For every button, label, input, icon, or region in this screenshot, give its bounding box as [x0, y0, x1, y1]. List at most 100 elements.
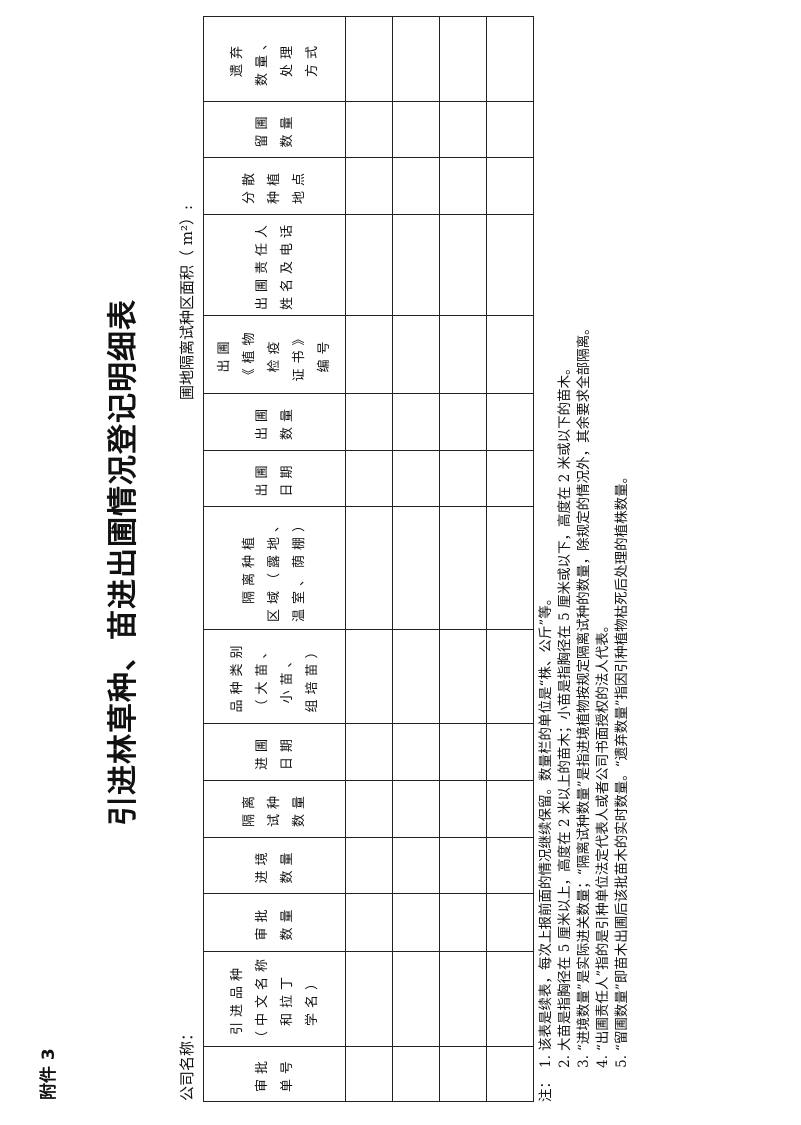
note-number: 4. — [595, 1055, 611, 1068]
table-cell[interactable] — [392, 450, 440, 507]
column-header-line: 区域（露地、 — [267, 514, 282, 623]
column-header-line: 进圃 — [254, 734, 270, 771]
table-cell[interactable] — [345, 1046, 393, 1102]
table-cell[interactable] — [392, 951, 440, 1047]
column-header-line: 隔离种植 — [242, 532, 257, 605]
registration-table: 审批 单号 引进品种 （中文名称 和拉丁 学名） 审批 数量 进境 数量 隔离 试种 数量 进圃 日期 品种类… — [203, 16, 534, 1102]
column-header-line: 数量 — [279, 847, 295, 884]
column-header: 品种类别 （大苗、 小苗、 组培苗） — [203, 629, 346, 724]
table-cell[interactable] — [439, 629, 487, 724]
table-cell[interactable] — [345, 506, 393, 630]
table-cell[interactable] — [486, 393, 534, 451]
table-cell[interactable] — [439, 315, 487, 394]
table-cell[interactable] — [439, 723, 487, 781]
table-cell[interactable] — [392, 506, 440, 630]
column-header-line: （中文名称 — [254, 954, 270, 1045]
table-cell[interactable] — [345, 629, 393, 724]
table-cell[interactable] — [486, 450, 534, 507]
table-cell[interactable] — [486, 315, 534, 394]
table-cell[interactable] — [439, 1046, 487, 1102]
table-cell[interactable] — [486, 893, 534, 952]
column-header-line: 试种 — [267, 791, 282, 828]
table-cell[interactable] — [345, 450, 393, 507]
table-cell[interactable] — [486, 723, 534, 781]
table-cell[interactable] — [486, 1046, 534, 1102]
column-header: 引进品种 （中文名称 和拉丁 学名） — [203, 951, 346, 1047]
column-header-line: 小苗、 — [279, 649, 295, 704]
table-cell[interactable] — [345, 315, 393, 394]
column-header-line: 处理 — [279, 41, 295, 78]
column-header-line: 地点 — [292, 168, 307, 205]
isolation-area-label: 圃地隔离试种区面积（ m²）: — [178, 204, 196, 400]
column-header-line: 出圃责任人 — [254, 220, 270, 311]
table-row — [439, 16, 487, 1102]
table-cell[interactable] — [486, 780, 534, 838]
table-cell[interactable] — [345, 780, 393, 838]
table-cell[interactable] — [486, 157, 534, 215]
table-cell[interactable] — [345, 837, 393, 894]
table-cell[interactable] — [345, 723, 393, 781]
column-header: 隔离种植 区域（露地、 温室、荫棚） — [203, 506, 346, 630]
table-cell[interactable] — [439, 780, 487, 838]
column-header-line: 学名） — [304, 972, 320, 1027]
company-name-label: 公司名称： — [178, 1025, 196, 1101]
table-cell[interactable] — [392, 393, 440, 451]
column-header-line: 数量 — [279, 111, 295, 148]
note-item: 注： 1. 该表是续表，每次上报前面的情况继续保留。数量栏的单位是“株、公斤”等。 — [537, 321, 556, 1102]
column-header-line: 审批 — [254, 904, 270, 941]
table-cell[interactable] — [486, 16, 534, 102]
table-cell[interactable] — [439, 893, 487, 952]
table-cell[interactable] — [439, 214, 487, 316]
table-cell[interactable] — [345, 951, 393, 1047]
table-cell[interactable] — [439, 101, 487, 158]
column-header: 留圃 数量 — [203, 101, 346, 158]
table-row — [486, 16, 534, 1102]
column-header-line: 引进品种 — [229, 963, 245, 1036]
column-header: 遗弃 数量、 处理 方式 — [203, 16, 346, 102]
note-item: 注：3.“进境数量”是实际进关数量；“隔离试种数量”是指进境植物按规定隔离试种的… — [575, 321, 594, 1102]
table-cell[interactable] — [439, 157, 487, 215]
table-cell[interactable] — [392, 101, 440, 158]
table-cell[interactable] — [439, 951, 487, 1047]
column-header-line: 日期 — [279, 734, 295, 771]
table-cell[interactable] — [486, 951, 534, 1047]
table-cell[interactable] — [392, 315, 440, 394]
table-cell[interactable] — [392, 723, 440, 781]
table-cell[interactable] — [345, 214, 393, 316]
table-cell[interactable] — [439, 506, 487, 630]
table-cell[interactable] — [486, 101, 534, 158]
table-cell[interactable] — [392, 629, 440, 724]
note-prefix: 注： — [538, 1075, 554, 1102]
column-header-line: 数量、 — [254, 32, 270, 87]
column-header: 分散 种植 地点 — [203, 157, 346, 215]
column-header-line: 数量 — [292, 791, 307, 828]
table-cell[interactable] — [392, 837, 440, 894]
table-cell[interactable] — [486, 629, 534, 724]
column-header-line: 日期 — [279, 460, 295, 497]
table-cell[interactable] — [486, 506, 534, 630]
table-cell[interactable] — [392, 214, 440, 316]
table-cell[interactable] — [439, 837, 487, 894]
table-cell[interactable] — [486, 837, 534, 894]
table-cell[interactable] — [345, 101, 393, 158]
table-cell[interactable] — [392, 157, 440, 215]
column-header-line: 进境 — [254, 847, 270, 884]
column-header-line: 审批 — [254, 1056, 270, 1093]
table-cell[interactable] — [486, 214, 534, 316]
table-cell[interactable] — [345, 893, 393, 952]
table-cell[interactable] — [392, 780, 440, 838]
table-cell[interactable] — [345, 157, 393, 215]
table-cell[interactable] — [439, 450, 487, 507]
table-cell[interactable] — [392, 893, 440, 952]
table-cell[interactable] — [392, 16, 440, 102]
table-cell[interactable] — [392, 1046, 440, 1102]
table-cell[interactable] — [439, 393, 487, 451]
table-cell[interactable] — [439, 16, 487, 102]
column-header: 出圃 日期 — [203, 450, 346, 507]
column-header: 审批 数量 — [203, 893, 346, 952]
column-header: 出圃 《植物 检疫 证书》 编号 — [203, 315, 346, 394]
table-cell[interactable] — [345, 16, 393, 102]
table-cell[interactable] — [345, 393, 393, 451]
column-header-line: 遗弃 — [229, 41, 245, 78]
